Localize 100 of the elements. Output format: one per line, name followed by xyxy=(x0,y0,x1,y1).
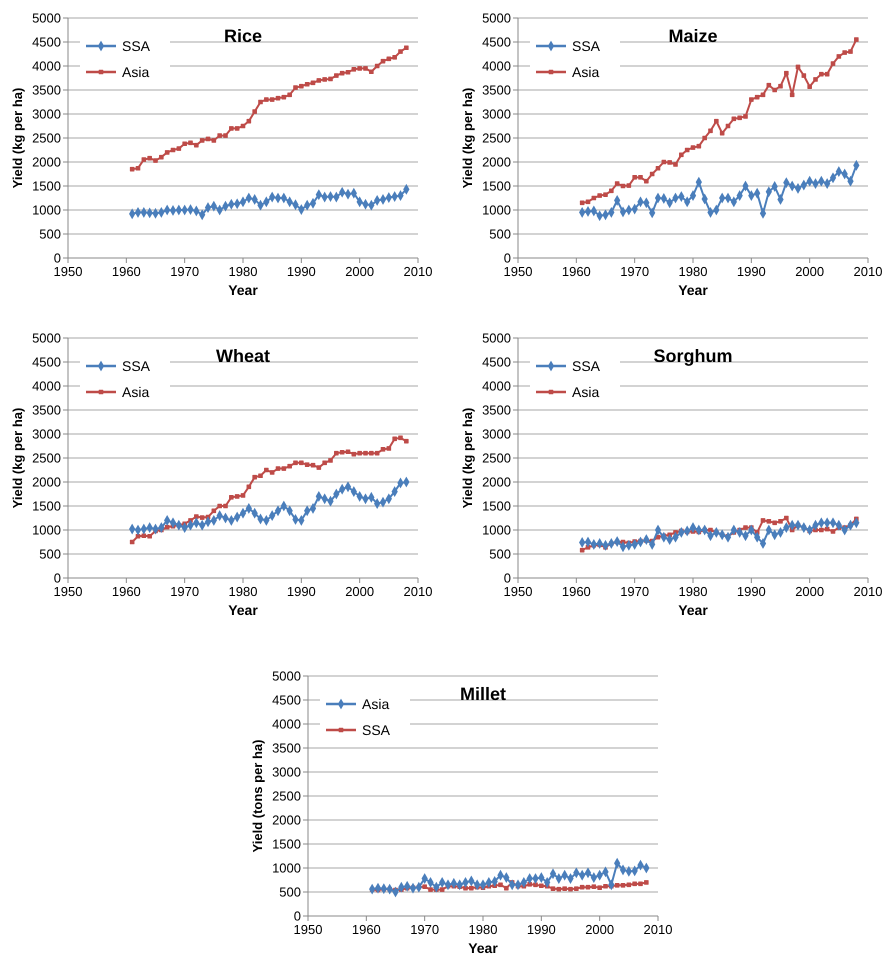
y-tick-label: 0 xyxy=(504,570,511,586)
y-tick-label: 4500 xyxy=(32,34,61,50)
x-tick-label: 2000 xyxy=(345,584,374,599)
y-tick-label: 3500 xyxy=(482,82,511,98)
x-axis-title: Year xyxy=(678,602,708,618)
x-tick-label: 1960 xyxy=(562,584,591,599)
x-tick-label: 1950 xyxy=(54,584,82,599)
y-tick-label: 0 xyxy=(54,250,61,266)
x-axis-title: Year xyxy=(228,602,258,618)
y-tick-label: 1500 xyxy=(272,836,301,852)
y-tick-label: 1000 xyxy=(32,522,61,538)
x-tick-label: 1960 xyxy=(562,264,591,279)
y-tick-label: 2000 xyxy=(482,474,511,490)
x-tick-label: 1980 xyxy=(468,922,498,937)
x-tick-label: 1980 xyxy=(678,584,708,599)
y-tick-label: 0 xyxy=(504,250,511,266)
y-tick-label: 2500 xyxy=(482,450,511,466)
y-tick-label: 500 xyxy=(489,226,511,242)
y-tick-label: 4500 xyxy=(482,34,511,50)
legend-label: Asia xyxy=(362,696,390,712)
legend-label: Asia xyxy=(572,384,600,400)
y-tick-label: 0 xyxy=(294,908,301,924)
chart-title: Sorghum xyxy=(654,346,732,366)
y-tick-label: 3500 xyxy=(32,402,61,418)
x-axis-title: Year xyxy=(678,282,708,298)
y-axis-title: Yield (tons per ha) xyxy=(250,740,265,852)
y-tick-label: 500 xyxy=(489,546,511,562)
y-tick-label: 3500 xyxy=(32,82,61,98)
y-tick-label: 3500 xyxy=(482,402,511,418)
x-tick-label: 2010 xyxy=(404,584,432,599)
y-tick-label: 2000 xyxy=(32,474,61,490)
y-axis-title: Yield (kg per ha) xyxy=(460,408,475,508)
y-axis-title: Yield (kg per ha) xyxy=(10,408,25,508)
y-tick-label: 3000 xyxy=(32,426,61,442)
x-tick-label: 1960 xyxy=(352,922,381,937)
y-tick-label: 1000 xyxy=(32,202,61,218)
x-axis-title: Year xyxy=(228,282,258,298)
y-tick-label: 1000 xyxy=(272,860,301,876)
legend-label: Asia xyxy=(122,64,150,80)
x-tick-label: 1990 xyxy=(736,584,766,599)
y-tick-label: 4000 xyxy=(32,58,61,74)
y-tick-label: 1500 xyxy=(482,498,511,514)
chart-title: Wheat xyxy=(216,346,270,366)
y-tick-label: 2000 xyxy=(32,154,61,170)
y-tick-label: 1000 xyxy=(482,202,511,218)
y-tick-label: 2500 xyxy=(32,450,61,466)
y-tick-label: 0 xyxy=(54,570,61,586)
y-tick-label: 4500 xyxy=(32,354,61,370)
x-tick-label: 1950 xyxy=(54,264,82,279)
y-tick-label: 5000 xyxy=(32,330,61,346)
x-tick-label: 1990 xyxy=(286,264,316,279)
x-tick-label: 1970 xyxy=(620,264,650,279)
y-tick-label: 4000 xyxy=(482,58,511,74)
legend-label: SSA xyxy=(572,38,601,54)
legend-label: SSA xyxy=(122,358,151,374)
y-axis-title: Yield (kg per ha) xyxy=(460,88,475,188)
y-tick-label: 1500 xyxy=(32,498,61,514)
y-tick-label: 500 xyxy=(39,226,61,242)
x-tick-label: 2000 xyxy=(795,264,824,279)
x-tick-label: 2010 xyxy=(854,264,882,279)
x-tick-label: 1970 xyxy=(170,584,200,599)
x-tick-label: 1950 xyxy=(294,922,322,937)
legend-label: SSA xyxy=(362,722,391,738)
chart-title: Rice xyxy=(224,26,262,46)
y-tick-label: 1500 xyxy=(32,178,61,194)
y-tick-label: 3000 xyxy=(272,764,301,780)
y-tick-label: 2000 xyxy=(272,812,301,828)
y-tick-label: 2500 xyxy=(272,788,301,804)
x-tick-label: 2010 xyxy=(854,584,882,599)
y-tick-label: 5000 xyxy=(482,10,511,26)
x-axis-title: Year xyxy=(468,940,498,956)
y-tick-label: 500 xyxy=(279,884,301,900)
y-tick-label: 500 xyxy=(39,546,61,562)
y-axis-title: Yield (kg per ha) xyxy=(10,88,25,188)
x-tick-label: 1970 xyxy=(620,584,650,599)
legend-label: Asia xyxy=(572,64,600,80)
y-tick-label: 4500 xyxy=(482,354,511,370)
y-tick-label: 4000 xyxy=(482,378,511,394)
x-tick-label: 1960 xyxy=(112,584,141,599)
x-tick-label: 1950 xyxy=(504,584,532,599)
legend-label: Asia xyxy=(122,384,150,400)
chart-title: Millet xyxy=(460,684,506,704)
y-tick-label: 1500 xyxy=(482,178,511,194)
y-tick-label: 2000 xyxy=(482,154,511,170)
x-tick-label: 2000 xyxy=(795,584,824,599)
y-tick-label: 2500 xyxy=(32,130,61,146)
y-tick-label: 5000 xyxy=(272,668,301,684)
y-tick-label: 5000 xyxy=(482,330,511,346)
x-tick-label: 2010 xyxy=(404,264,432,279)
y-tick-label: 3500 xyxy=(272,740,301,756)
y-tick-label: 2500 xyxy=(482,130,511,146)
y-tick-label: 3000 xyxy=(482,106,511,122)
y-tick-label: 3000 xyxy=(482,426,511,442)
x-tick-label: 1970 xyxy=(170,264,200,279)
chart-title: Maize xyxy=(668,26,718,46)
y-tick-label: 5000 xyxy=(32,10,61,26)
x-tick-label: 1980 xyxy=(228,584,258,599)
y-tick-label: 4000 xyxy=(272,716,301,732)
x-tick-label: 1970 xyxy=(410,922,440,937)
x-tick-label: 2000 xyxy=(585,922,614,937)
